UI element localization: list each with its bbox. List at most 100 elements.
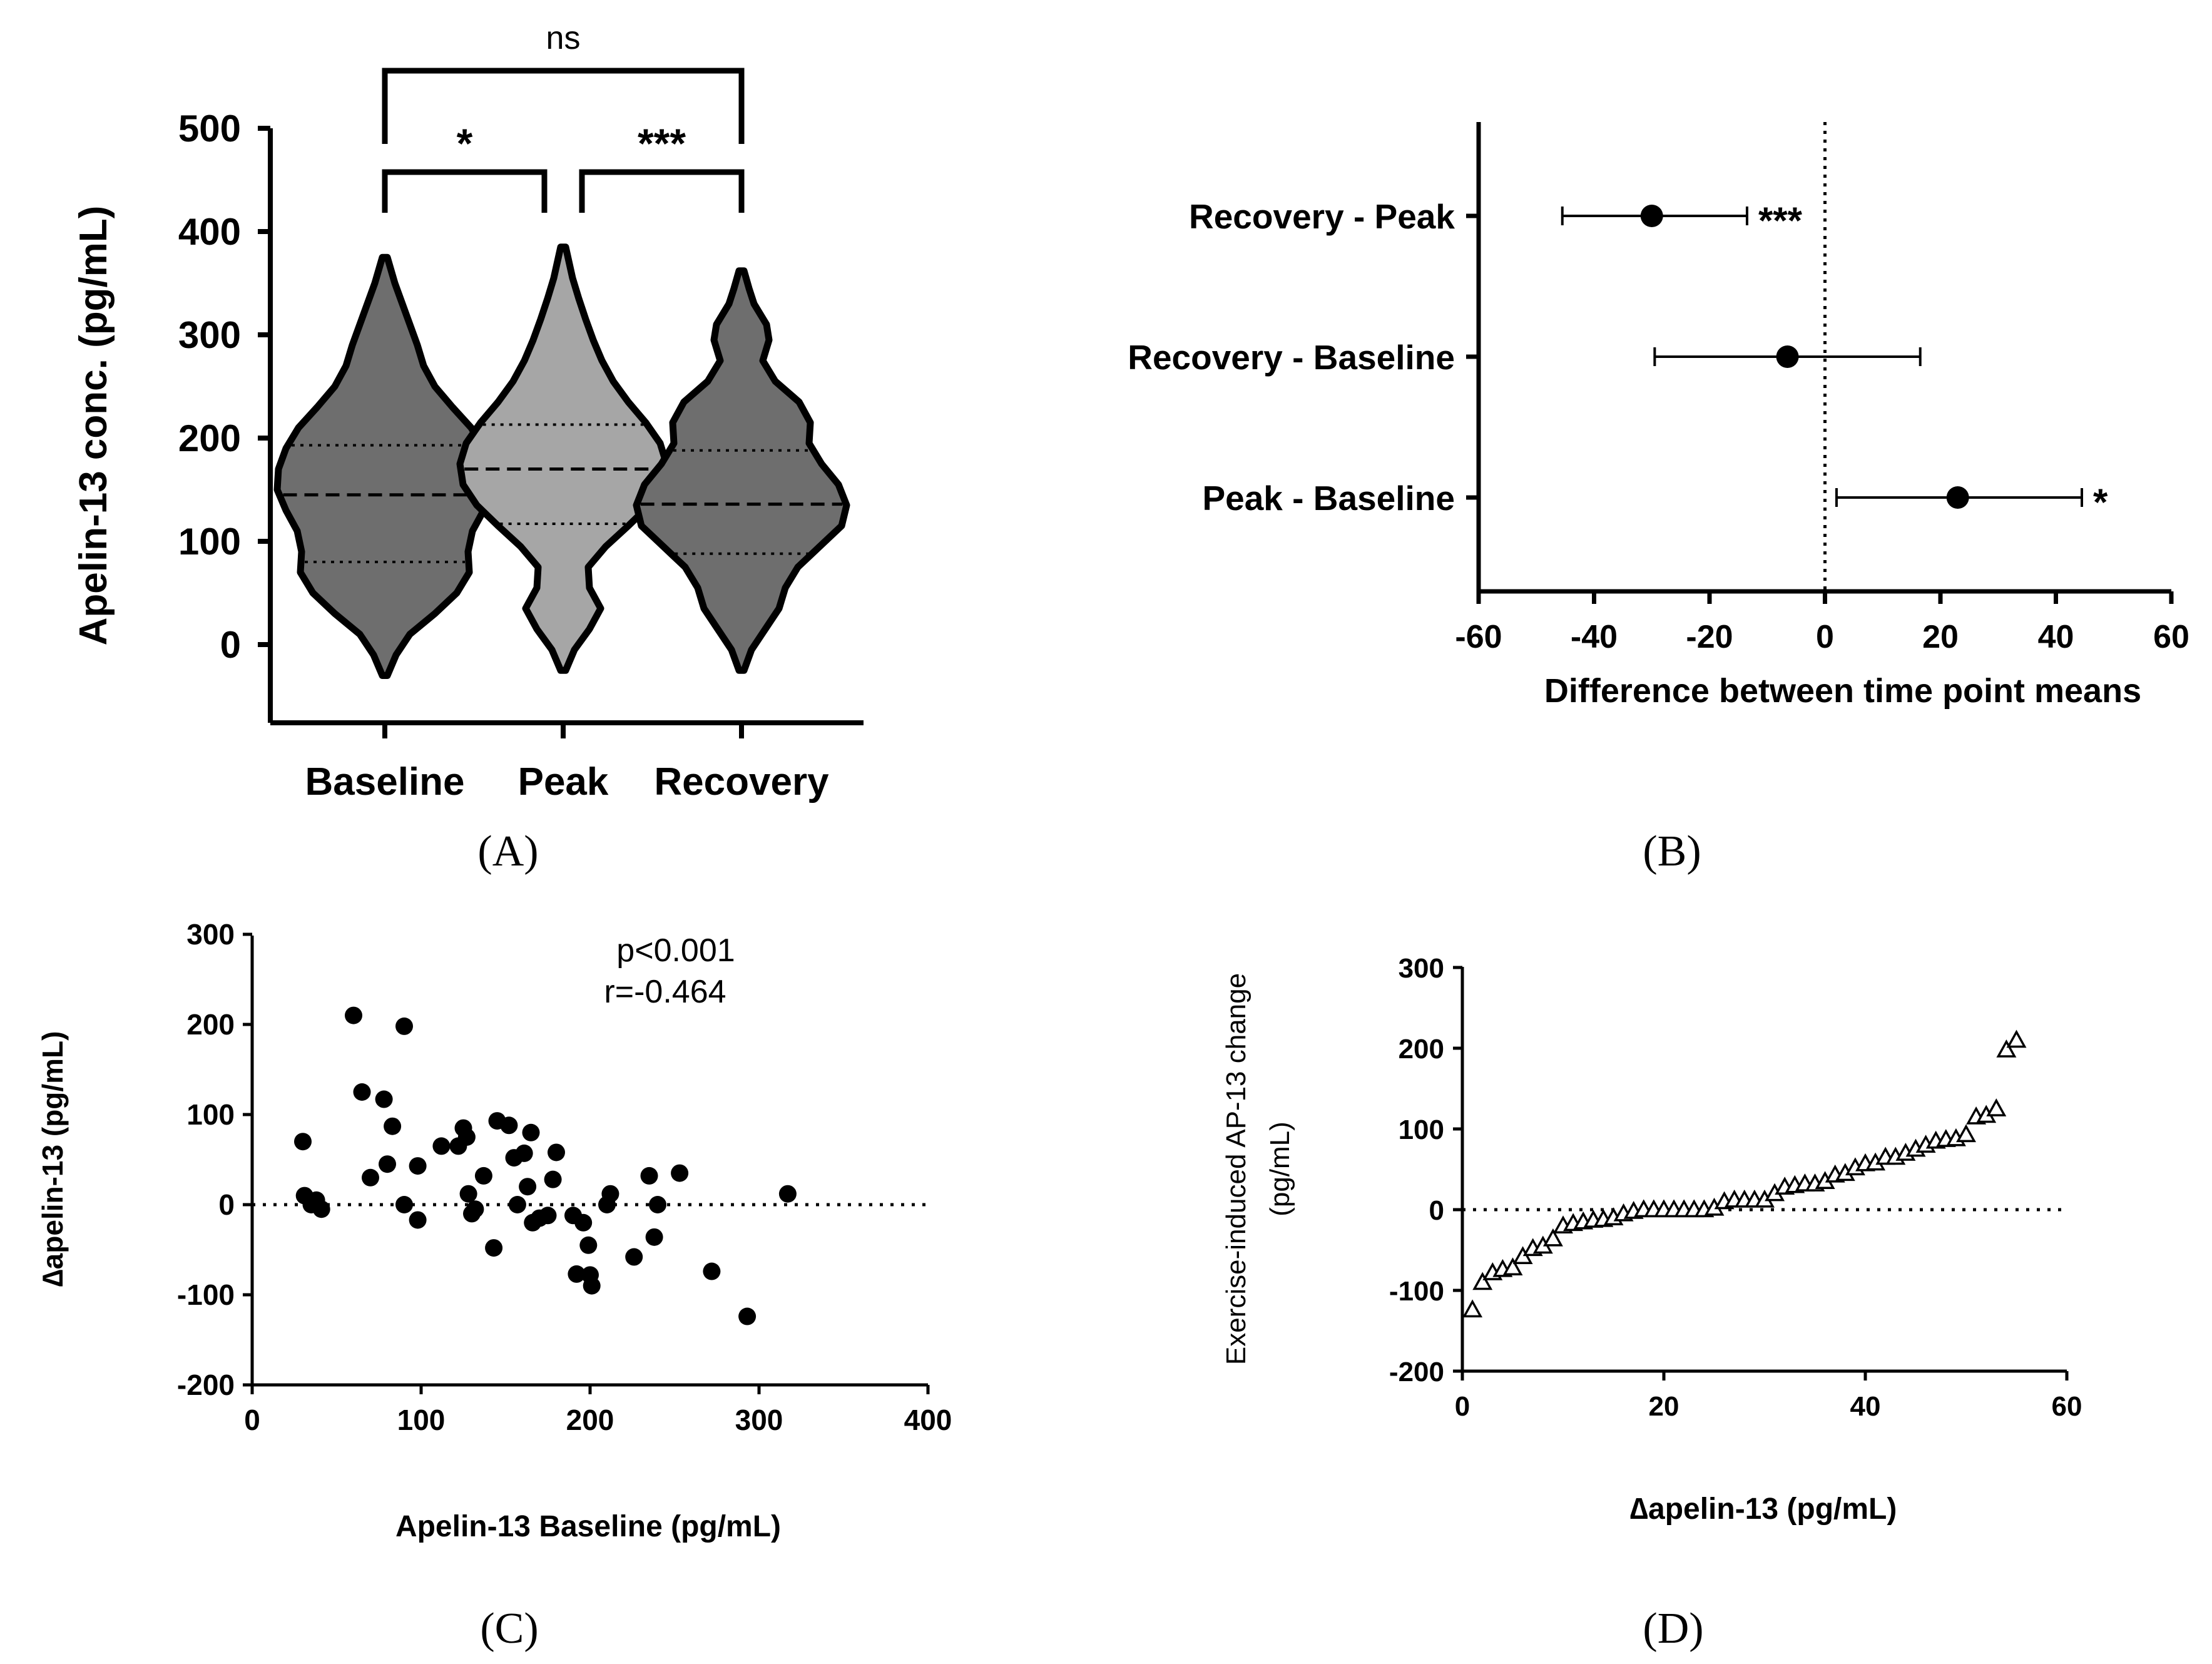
- panel-c-data-point: [375, 1090, 393, 1108]
- panel-d-label: (D): [1643, 1605, 1703, 1653]
- panel-d-data-point: [2006, 1029, 2027, 1048]
- panel-a-violin-peak: [456, 243, 670, 674]
- panel-c-data-point: [601, 1185, 619, 1203]
- panel-c-data-point: [640, 1166, 658, 1185]
- panel-a-y-tick-label: 0: [220, 624, 241, 666]
- panel-c-data-point: [384, 1117, 402, 1135]
- panel-c-x-tick-label: 300: [735, 1404, 783, 1436]
- panel-c-y-tick-label: 300: [186, 918, 235, 951]
- panel-c-data-point: [459, 1185, 477, 1203]
- panel-a-significance-label: ns: [546, 20, 581, 56]
- panel-c-data-point: [738, 1307, 757, 1325]
- panel-c-y-tick-label: 100: [186, 1098, 235, 1131]
- panel-c-data-point: [500, 1116, 518, 1135]
- panel-c-stat-r: r=-0.464: [604, 974, 726, 1010]
- panel-d-data-point: [1542, 1228, 1563, 1247]
- panel-c-data-point: [645, 1228, 663, 1246]
- panel-c-stat-p: p<0.001: [616, 932, 735, 969]
- panel-b-significance-label: ***: [1758, 200, 1803, 242]
- panel-b-x-tick-label: 0: [1816, 619, 1834, 655]
- panel-c-data-point: [649, 1196, 666, 1213]
- panel-b-row-label: Peak - Baseline: [1202, 479, 1455, 518]
- panel-c-data-point: [312, 1200, 330, 1218]
- panel-c-y-tick-label: -100: [177, 1279, 235, 1311]
- panel-c-data-point: [294, 1133, 312, 1151]
- panel-c-data-point: [568, 1265, 586, 1283]
- panel-d-data-point: [1996, 1039, 2017, 1058]
- panel-c-data-point: [539, 1207, 557, 1225]
- panel-c-data-point: [625, 1248, 643, 1266]
- panel-a-significance-bracket: [382, 68, 745, 144]
- panel-a-label: (A): [477, 827, 538, 875]
- panel-a-significance-bracket: [579, 169, 745, 213]
- panel-a-y-tick-label: 500: [178, 108, 241, 150]
- panel-a-y-label: Apelin-13 conc. (pg/mL): [72, 206, 115, 646]
- panel-c-data-point: [457, 1128, 476, 1146]
- panel-b-mean-point: [1776, 345, 1799, 368]
- panel-b-x-tick-label: 40: [2038, 619, 2074, 655]
- panel-c-data-point: [353, 1083, 371, 1101]
- panel-c-data-point: [432, 1137, 451, 1155]
- panel-c-y-label: ∆apelin-13 (pg/mL): [36, 1031, 69, 1287]
- panel-c-data-point: [395, 1196, 413, 1213]
- panel-b-mean-point: [1946, 486, 1969, 509]
- panel-a-significance-label: *: [457, 120, 473, 166]
- panel-d-data-point: [1472, 1272, 1493, 1290]
- panel-b-label: (B): [1643, 827, 1701, 875]
- panel-d-y-tick-label: -100: [1389, 1276, 1444, 1307]
- panel-d-data-point: [1502, 1257, 1523, 1276]
- panel-c-x-tick-label: 400: [904, 1404, 952, 1436]
- panel-c-y-tick-label: 200: [186, 1008, 235, 1041]
- panel-d-data-point: [1956, 1124, 1976, 1143]
- panel-a-y-tick-label: 100: [178, 521, 241, 563]
- panel-c: -200 -100 0 100 200 300 0 100 200 300 400 p<0.001…: [36, 918, 952, 1653]
- panel-b-mean-point: [1640, 205, 1663, 227]
- panel-b-row-label: Recovery - Baseline: [1128, 338, 1455, 377]
- panel-a-significance-bracket: [382, 169, 548, 213]
- panel-a-y-tick-label: 300: [178, 314, 241, 356]
- panel-c-data-point: [466, 1200, 484, 1218]
- panel-c-data-point: [345, 1006, 362, 1024]
- panel-c-data-point: [508, 1196, 526, 1213]
- panel-a-y-tick-label: 200: [178, 417, 241, 459]
- panel-d-y-tick-label: 0: [1429, 1195, 1444, 1226]
- panel-c-x-tick-label: 100: [397, 1404, 446, 1436]
- panel-d-y-label-line-2: (pg/mL): [1265, 1121, 1295, 1217]
- panel-b-x-tick-label: 20: [1922, 619, 1959, 655]
- panel-b-significance-label: *: [2093, 481, 2108, 523]
- panel-c-data-point: [519, 1178, 537, 1196]
- panel-c-data-point: [362, 1168, 379, 1187]
- panel-c-data-point: [515, 1144, 533, 1162]
- panel-d-y-tick-label: -200: [1389, 1357, 1444, 1387]
- panel-d-x-tick-label: 60: [2052, 1391, 2082, 1422]
- panel-c-data-point: [548, 1143, 565, 1161]
- panel-a-y-tick-label: 400: [178, 211, 241, 253]
- panel-a-x-tick-label: Recovery: [654, 760, 829, 804]
- panel-c-y-tick-label: -200: [177, 1369, 235, 1401]
- panel-c-data-point: [474, 1166, 492, 1185]
- panel-b-row-label: Recovery - Peak: [1189, 197, 1455, 236]
- panel-b-x-tick-label: 60: [2153, 619, 2189, 655]
- panel-c-data-point: [485, 1239, 503, 1257]
- panel-d-x-tick-label: 0: [1455, 1391, 1470, 1422]
- panel-c-data-point: [522, 1123, 540, 1141]
- panel-d: -200 -100 0 100 200 300 0 20 40 60 Exercise-indu…: [1221, 953, 2082, 1653]
- panel-b-x-tick-label: -40: [1571, 619, 1618, 655]
- panel-c-data-point: [544, 1170, 562, 1188]
- panel-d-y-label-line-1: Exercise-induced AP-13 change: [1221, 973, 1251, 1365]
- panel-c-data-point: [409, 1157, 427, 1175]
- panel-b-x-tick-label: -20: [1686, 619, 1733, 655]
- panel-a-x-tick-label: Baseline: [305, 760, 464, 804]
- panel-d-data-point: [1986, 1098, 2007, 1116]
- panel-d-x-label: ∆apelin-13 (pg/mL): [1630, 1493, 1897, 1526]
- panel-c-data-point: [574, 1213, 593, 1232]
- panel-c-data-point: [703, 1262, 721, 1280]
- panel-a: 0 100 200 300 400 500 Baseline Peak Recovery ns…: [72, 20, 864, 875]
- panel-c-data-point: [671, 1164, 689, 1182]
- panel-a-violin-baseline: [273, 253, 496, 679]
- panel-c-y-tick-label: 0: [218, 1188, 235, 1221]
- panel-c-x-label: Apelin-13 Baseline (pg/mL): [395, 1510, 781, 1543]
- panel-d-y-tick-label: 200: [1399, 1034, 1444, 1064]
